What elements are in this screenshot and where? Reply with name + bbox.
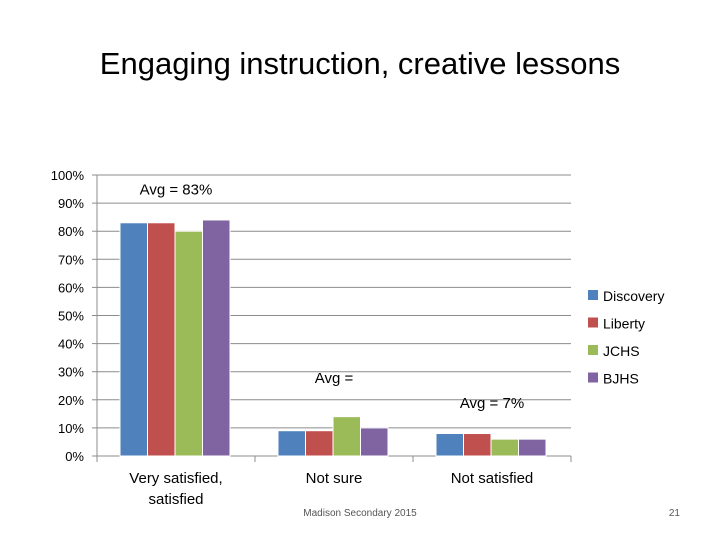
y-tick-label: 30% bbox=[58, 365, 84, 380]
footer-note: Madison Secondary 2015 bbox=[303, 508, 417, 519]
page-number: 21 bbox=[668, 508, 680, 519]
bar-discovery bbox=[119, 222, 148, 457]
bar-bjhs bbox=[360, 427, 389, 457]
y-tick-label: 80% bbox=[58, 224, 84, 239]
x-category-label: Not satisfied bbox=[451, 470, 534, 487]
bar-jchs bbox=[332, 416, 361, 457]
legend-swatch-discovery bbox=[588, 290, 598, 300]
y-tick-label: 100% bbox=[51, 168, 85, 183]
bar-bjhs bbox=[202, 219, 231, 457]
y-tick-label: 20% bbox=[58, 393, 84, 408]
y-tick-label: 0% bbox=[65, 449, 84, 464]
legend-swatch-bjhs bbox=[588, 372, 598, 383]
bar-jchs bbox=[174, 230, 203, 457]
avg-annotation: Avg = 7% bbox=[460, 395, 524, 412]
bar-liberty bbox=[147, 222, 176, 457]
avg-annotation: Avg = 83% bbox=[140, 182, 213, 199]
bar-jchs bbox=[490, 438, 519, 457]
y-tick-label: 90% bbox=[58, 196, 84, 211]
bar-liberty bbox=[463, 433, 492, 457]
bar-bjhs bbox=[518, 438, 547, 457]
x-category-label: Not sure bbox=[306, 470, 363, 487]
avg-annotation: Avg = bbox=[315, 370, 354, 387]
legend-label-liberty: Liberty bbox=[603, 316, 645, 332]
y-tick-label: 40% bbox=[58, 337, 84, 352]
legend-label-bjhs: BJHS bbox=[603, 371, 639, 387]
bar-liberty bbox=[305, 430, 334, 457]
slide-title: Engaging instruction, creative lessons bbox=[99, 46, 621, 81]
legend-swatch-liberty bbox=[588, 317, 598, 328]
y-tick-label: 50% bbox=[58, 309, 84, 324]
y-tick-label: 60% bbox=[58, 280, 84, 295]
x-category-label: Very satisfied, satisfied bbox=[129, 470, 222, 508]
legend-label-discovery: Discovery bbox=[603, 288, 664, 304]
y-tick-label: 70% bbox=[58, 252, 84, 267]
bar-discovery bbox=[435, 433, 464, 457]
y-tick-label: 10% bbox=[58, 421, 84, 436]
legend-label-jchs: JCHS bbox=[603, 343, 640, 359]
legend-swatch-jchs bbox=[588, 345, 598, 355]
bar-discovery bbox=[277, 430, 306, 457]
